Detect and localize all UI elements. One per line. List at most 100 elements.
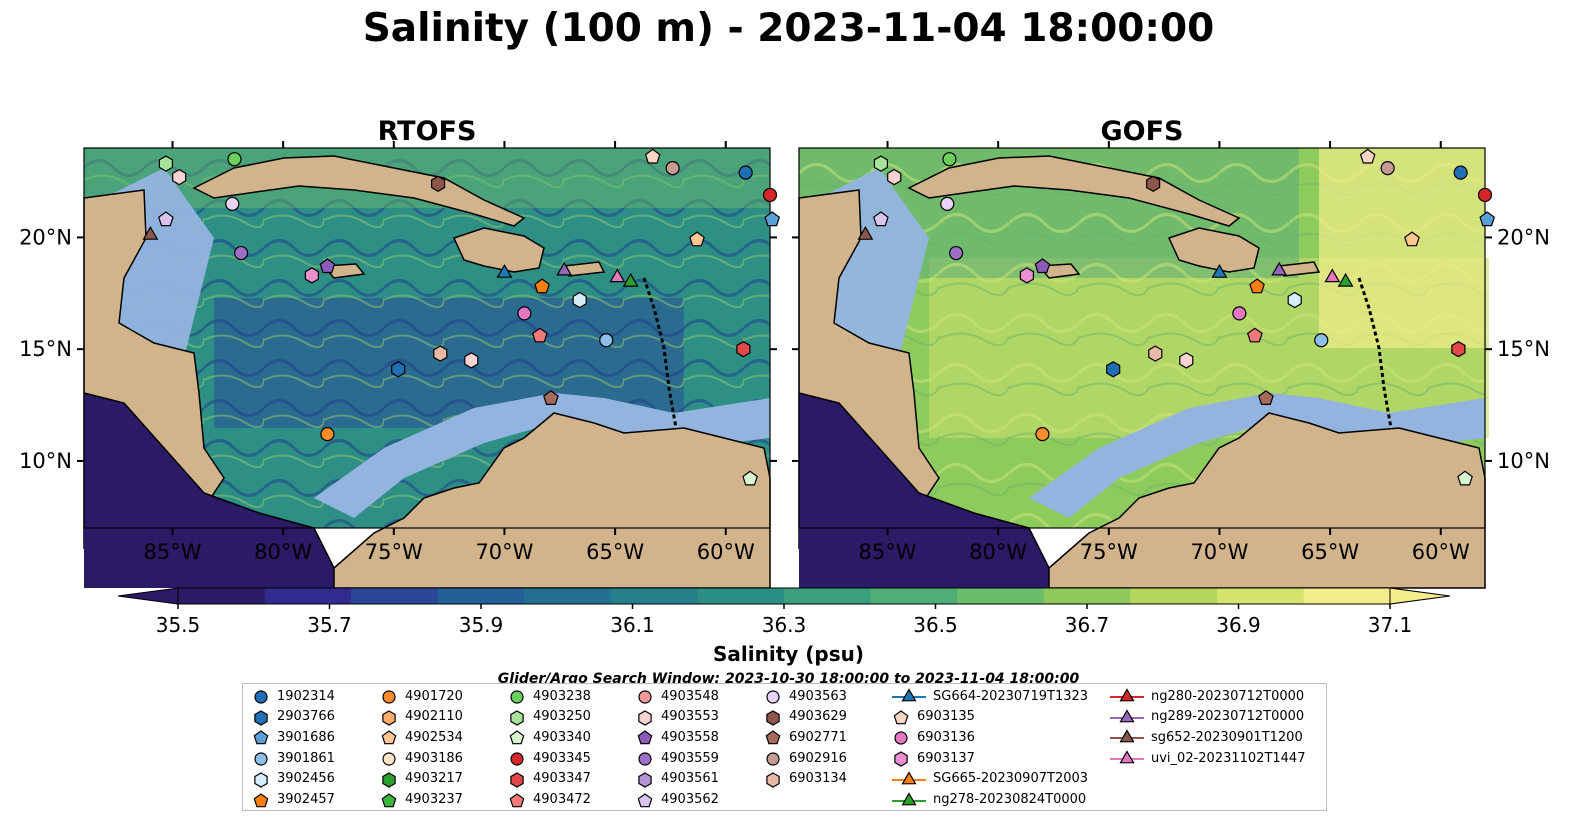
legend-label: 4903561 — [661, 771, 719, 787]
legend-marker — [254, 752, 268, 766]
colorbar-segment — [178, 588, 266, 604]
colorbar-segment — [1303, 588, 1391, 604]
legend-label: 4903553 — [661, 709, 719, 725]
float-marker — [1479, 211, 1496, 227]
colorbar-segment — [351, 588, 439, 604]
legend-marker-icon — [382, 709, 396, 726]
float-marker — [665, 161, 680, 176]
float-marker — [531, 327, 548, 343]
float-marker — [319, 258, 336, 274]
legend-marker — [901, 771, 917, 785]
legend-marker — [253, 730, 269, 745]
float-marker — [644, 148, 661, 164]
legend-marker-icon — [766, 709, 780, 726]
legend-marker-icon — [381, 730, 397, 745]
glider-marker — [622, 272, 639, 287]
float-marker — [225, 196, 240, 211]
main-title: Salinity (100 m) - 2023-11-04 18:00:00 — [362, 6, 1215, 51]
legend-marker-icon — [254, 709, 268, 726]
legend-marker-icon — [766, 772, 780, 788]
legend-item: 6902916 — [763, 748, 847, 768]
float-marker — [1314, 333, 1329, 348]
x-tick-label: 60°W — [697, 540, 755, 564]
glider-marker — [1337, 272, 1354, 287]
float-marker — [572, 291, 587, 309]
x-tick-label: 75°W — [365, 540, 423, 564]
legend-item: 4903472 — [507, 790, 591, 810]
float-marker — [1232, 306, 1247, 321]
float-marker — [762, 187, 778, 203]
legend-marker-icon — [254, 772, 268, 788]
legend-marker-icon — [382, 690, 396, 704]
colorbar-tick-label: 35.9 — [459, 613, 504, 637]
float-marker — [736, 341, 751, 358]
legend-label: 2903766 — [277, 709, 335, 725]
legend-label: 4902534 — [405, 729, 463, 745]
float-marker — [689, 231, 705, 247]
legend-item: SG665-20230907T2003 — [891, 769, 1088, 789]
legend-item: 4903629 — [763, 707, 847, 727]
glider-marker — [556, 261, 573, 276]
colorbar-tick-label: 37.1 — [1368, 613, 1413, 637]
float-marker — [1148, 345, 1163, 362]
legend-item: 4903186 — [379, 748, 463, 768]
float-marker — [1019, 267, 1035, 284]
legend-label: 4903563 — [789, 688, 847, 704]
legend-marker-icon — [638, 752, 652, 766]
legend-marker-icon — [1110, 688, 1144, 702]
legend-marker — [382, 752, 396, 766]
legend-item: 4903548 — [635, 686, 719, 706]
float-marker — [1457, 470, 1473, 486]
panel-title-gofs: GOFS — [1100, 116, 1183, 147]
legend-label: 4903562 — [661, 792, 719, 807]
legend-marker — [638, 690, 652, 704]
float-marker — [742, 470, 758, 486]
legend-marker — [894, 751, 908, 767]
legend-label: 1902314 — [277, 688, 335, 704]
x-tick-label: 75°W — [1080, 540, 1138, 564]
glider-marker — [142, 225, 159, 240]
legend-label: 4903548 — [661, 688, 719, 704]
float-marker — [942, 152, 957, 167]
legend-marker — [510, 752, 524, 766]
legend-item: 6903135 — [891, 707, 975, 727]
legend-label: 4903186 — [405, 750, 463, 766]
float-marker — [940, 196, 955, 211]
legend-item: 6903134 — [763, 769, 847, 789]
legend-marker-icon — [1110, 729, 1144, 743]
float-marker — [1246, 327, 1263, 343]
legend-label: SG664-20230719T1323 — [933, 688, 1089, 704]
float-marker — [1258, 390, 1274, 405]
legend-label: uvi_02-20231102T1447 — [1151, 750, 1306, 766]
float-marker — [1179, 352, 1194, 369]
legend-label: sg652-20230901T1200 — [1151, 729, 1303, 745]
float-marker — [873, 155, 889, 172]
y-tick-label: 20°N — [1497, 225, 1550, 249]
legend-marker-icon — [892, 791, 926, 805]
float-marker — [1106, 361, 1121, 378]
float-marker — [1287, 291, 1302, 309]
x-tick-label: 80°W — [969, 540, 1027, 564]
legend-marker-icon — [253, 792, 269, 807]
legend-marker-icon — [254, 752, 268, 766]
colorbar-tick-label: 36.5 — [913, 613, 958, 637]
float-marker — [234, 245, 249, 261]
legend-item: 4903340 — [507, 727, 591, 747]
legend-marker — [766, 690, 780, 704]
colorbar-segment — [524, 588, 612, 604]
legend-marker — [381, 730, 397, 745]
legend-marker-icon — [254, 690, 268, 704]
legend-label: 4901720 — [405, 688, 463, 704]
legend-item: 4903237 — [379, 790, 463, 810]
legend-marker — [893, 709, 909, 724]
colorbar-segment — [610, 588, 698, 604]
legend-label: 4903472 — [533, 792, 591, 807]
legend-item: 4902534 — [379, 727, 463, 747]
y-tick-label: 15°N — [1497, 337, 1550, 361]
float-marker — [1249, 278, 1265, 294]
legend-label: 3901686 — [277, 729, 335, 745]
legend-item: 4903345 — [507, 748, 591, 768]
legend-marker-icon — [381, 792, 397, 807]
legend-marker-icon — [766, 690, 780, 704]
legend-label: 4903340 — [533, 729, 591, 745]
